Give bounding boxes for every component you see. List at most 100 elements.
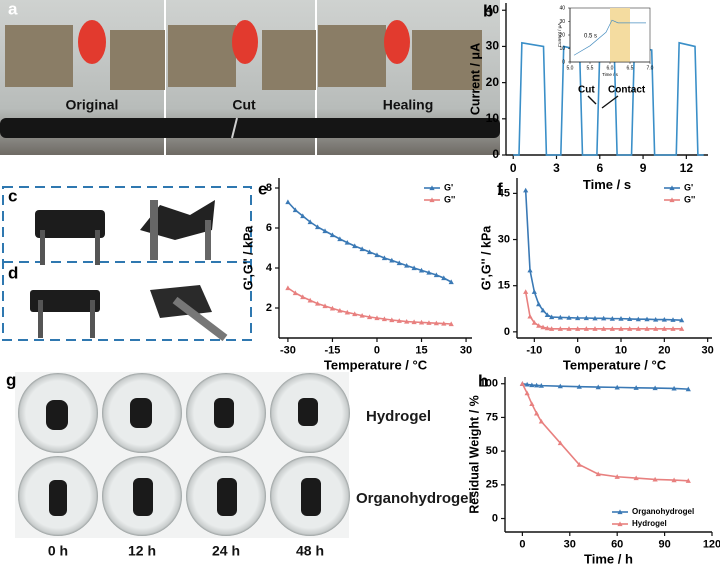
x-tick-label: 3 <box>553 161 560 175</box>
marker <box>635 316 641 322</box>
marker <box>549 326 555 331</box>
x-tick-label: 0 <box>510 161 517 175</box>
marker <box>618 316 624 321</box>
arrow <box>601 95 619 109</box>
marker <box>618 326 624 331</box>
panel-label: g <box>6 370 16 389</box>
series-line <box>524 291 682 330</box>
marker <box>592 326 598 331</box>
y-tick-label: 4 <box>266 262 273 274</box>
marker <box>527 313 533 319</box>
legend-marker <box>429 197 435 203</box>
x-axis-title: Temperature / °C <box>563 358 667 373</box>
marker <box>531 289 537 294</box>
marker <box>374 252 380 258</box>
marker <box>575 315 581 321</box>
x-tick-label: -30 <box>280 345 296 357</box>
marker <box>661 326 667 331</box>
marker <box>592 315 598 321</box>
arrow <box>587 95 597 105</box>
marker <box>609 326 615 331</box>
marker <box>359 246 365 252</box>
marker <box>404 319 410 324</box>
panel-label: d <box>8 263 18 282</box>
x-tick-label: 12 <box>680 161 694 175</box>
legend-label: Hydrogel <box>632 519 667 528</box>
y-tick-label: 30 <box>498 233 510 245</box>
marker <box>441 275 447 281</box>
legend-label: G'' <box>444 194 455 204</box>
marker <box>524 390 530 396</box>
x-tick-label: 20 <box>658 345 670 357</box>
column-label: 48 h <box>296 543 324 559</box>
y-tick-label: 10 <box>559 46 565 52</box>
marker <box>633 385 639 390</box>
x-tick-label: 6.5 <box>627 65 634 71</box>
y-tick-label: 20 <box>559 32 565 38</box>
marker <box>292 207 298 213</box>
x-tick-label: 30 <box>564 539 576 551</box>
x-tick-label: 0 <box>519 539 525 551</box>
marker <box>671 477 677 483</box>
marker <box>322 303 328 309</box>
marker <box>544 325 550 331</box>
marker <box>614 384 620 390</box>
marker <box>633 475 639 481</box>
panel-label: e <box>258 179 267 198</box>
marker <box>337 236 343 242</box>
x-axis-title: Time / s <box>583 177 631 192</box>
marker <box>411 319 417 325</box>
marker <box>557 326 563 331</box>
marker <box>566 326 572 331</box>
x-tick-label: 15 <box>415 345 427 357</box>
marker <box>534 410 540 416</box>
legend-marker <box>617 521 623 527</box>
marker <box>366 249 373 255</box>
marker <box>524 381 530 387</box>
photo-caption: Cut <box>232 97 256 113</box>
marker <box>670 326 676 331</box>
marker <box>534 382 540 388</box>
y-tick-label: 40 <box>559 5 565 11</box>
row-label: Hydrogel <box>366 408 431 425</box>
legend-marker <box>669 197 675 203</box>
x-axis-title: Temperature / °C <box>324 358 428 373</box>
marker <box>404 263 410 268</box>
marker <box>381 316 388 322</box>
photo-a <box>0 0 500 155</box>
marker <box>566 315 572 320</box>
marker <box>374 315 380 321</box>
marker <box>322 228 328 234</box>
x-tick-label: 120 <box>703 539 720 551</box>
marker <box>531 320 537 325</box>
annotation: Contact <box>608 85 646 96</box>
marker <box>576 384 582 389</box>
y-tick-label: 50 <box>486 445 498 457</box>
y-tick-label: 30 <box>559 19 565 25</box>
marker <box>540 324 546 330</box>
y-axis-title: G',G'' / kPa <box>241 225 255 291</box>
x-tick-label: 9 <box>640 161 647 175</box>
marker <box>653 316 659 322</box>
panel-label: h <box>478 371 488 390</box>
photo-cd-content <box>30 200 228 342</box>
marker <box>685 386 691 392</box>
x-axis-title: Time / s <box>602 72 619 77</box>
marker <box>337 308 343 313</box>
marker <box>426 270 432 275</box>
marker <box>609 316 615 321</box>
marker <box>644 326 650 331</box>
marker <box>685 478 691 483</box>
y-tick-label: 75 <box>486 411 498 423</box>
x-tick-label: 30 <box>702 345 714 357</box>
marker <box>381 255 388 261</box>
marker <box>307 219 313 225</box>
marker <box>523 289 529 294</box>
marker <box>635 326 641 331</box>
series-line <box>524 190 682 321</box>
legend-marker <box>429 185 435 191</box>
series-line <box>521 383 689 482</box>
marker <box>679 317 685 323</box>
marker <box>614 474 620 479</box>
marker <box>300 294 306 300</box>
